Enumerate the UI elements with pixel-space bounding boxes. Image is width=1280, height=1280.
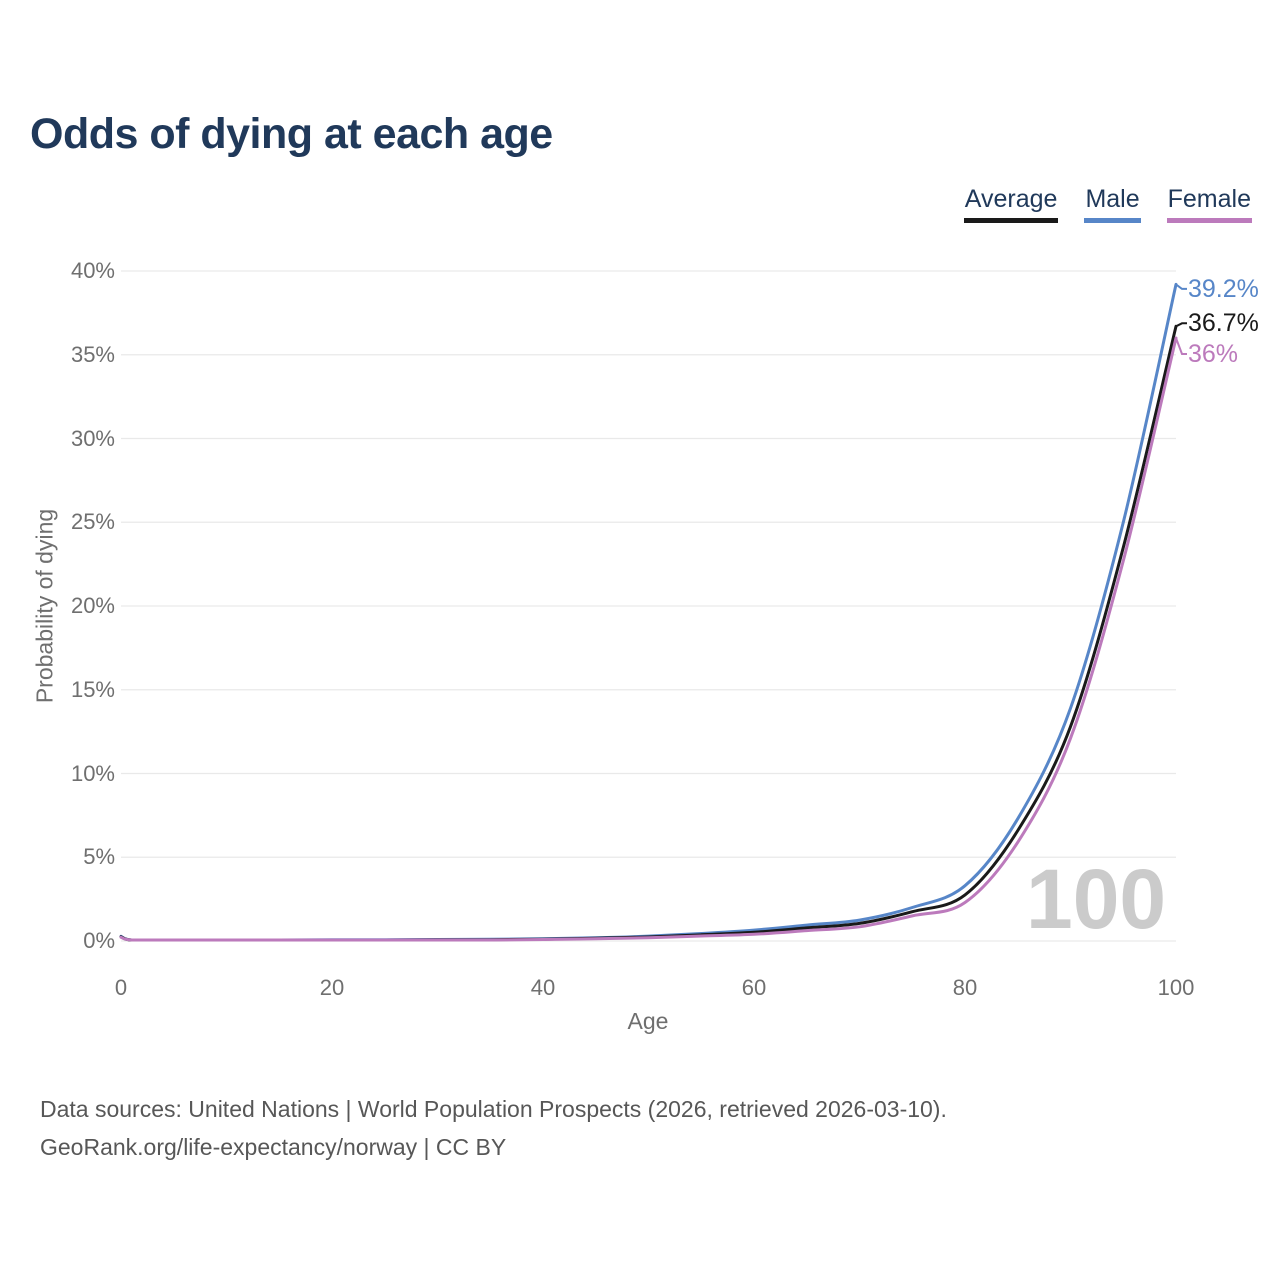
x-tick-label: 100 [1157,975,1195,1000]
y-tick-label: 10% [70,760,115,786]
end-value-label-average: 36.7% [1188,309,1259,338]
age-watermark: 100 [1026,852,1167,946]
footer-data-sources: Data sources: United Nations | World Pop… [40,1096,947,1122]
legend-label: Female [1167,185,1251,213]
end-value-label-male: 39.2% [1188,274,1259,303]
x-tick-label: 20 [319,975,345,1000]
legend: Average Male Female [963,185,1252,223]
x-tick-label: 80 [952,975,978,1000]
y-tick-label: 25% [70,509,115,535]
y-axis-title: Probability of dying [31,508,58,704]
x-axis-title: Age [627,1008,669,1034]
y-tick-label: 35% [70,341,115,367]
footer: Data sources: United Nations | World Pop… [40,1090,947,1166]
y-tick-label: 40% [70,258,115,283]
x-tick-label: 0 [114,975,128,1000]
end-label-connector [1175,283,1187,290]
x-tick-label: 60 [741,975,767,1000]
end-value-label-female: 36% [1188,340,1239,368]
legend-label: Average [964,185,1058,213]
end-label-connector [1175,337,1187,355]
y-tick-label: 0% [83,928,115,953]
y-tick-label: 15% [70,676,115,702]
legend-item-average[interactable]: Average [963,185,1059,223]
end-label-connector [1175,322,1187,328]
legend-color-bar-average [963,218,1059,223]
legend-label: Male [1085,185,1140,213]
series-line-average[interactable] [119,324,1178,942]
legend-color-bar-male [1084,218,1141,223]
x-tick-label: 40 [530,975,556,1000]
y-tick-label: 20% [70,593,115,618]
y-tick-label: 5% [83,844,115,870]
footer-attribution: GeoRank.org/life-expectancy/norway | CC … [40,1134,507,1160]
legend-color-bar-female [1166,218,1252,223]
legend-item-male[interactable]: Male [1084,185,1141,223]
y-tick-label: 30% [70,425,115,451]
page-title: Odds of dying at each age [30,110,553,158]
legend-item-female[interactable]: Female [1166,185,1252,223]
series-line-female[interactable] [119,336,1178,942]
